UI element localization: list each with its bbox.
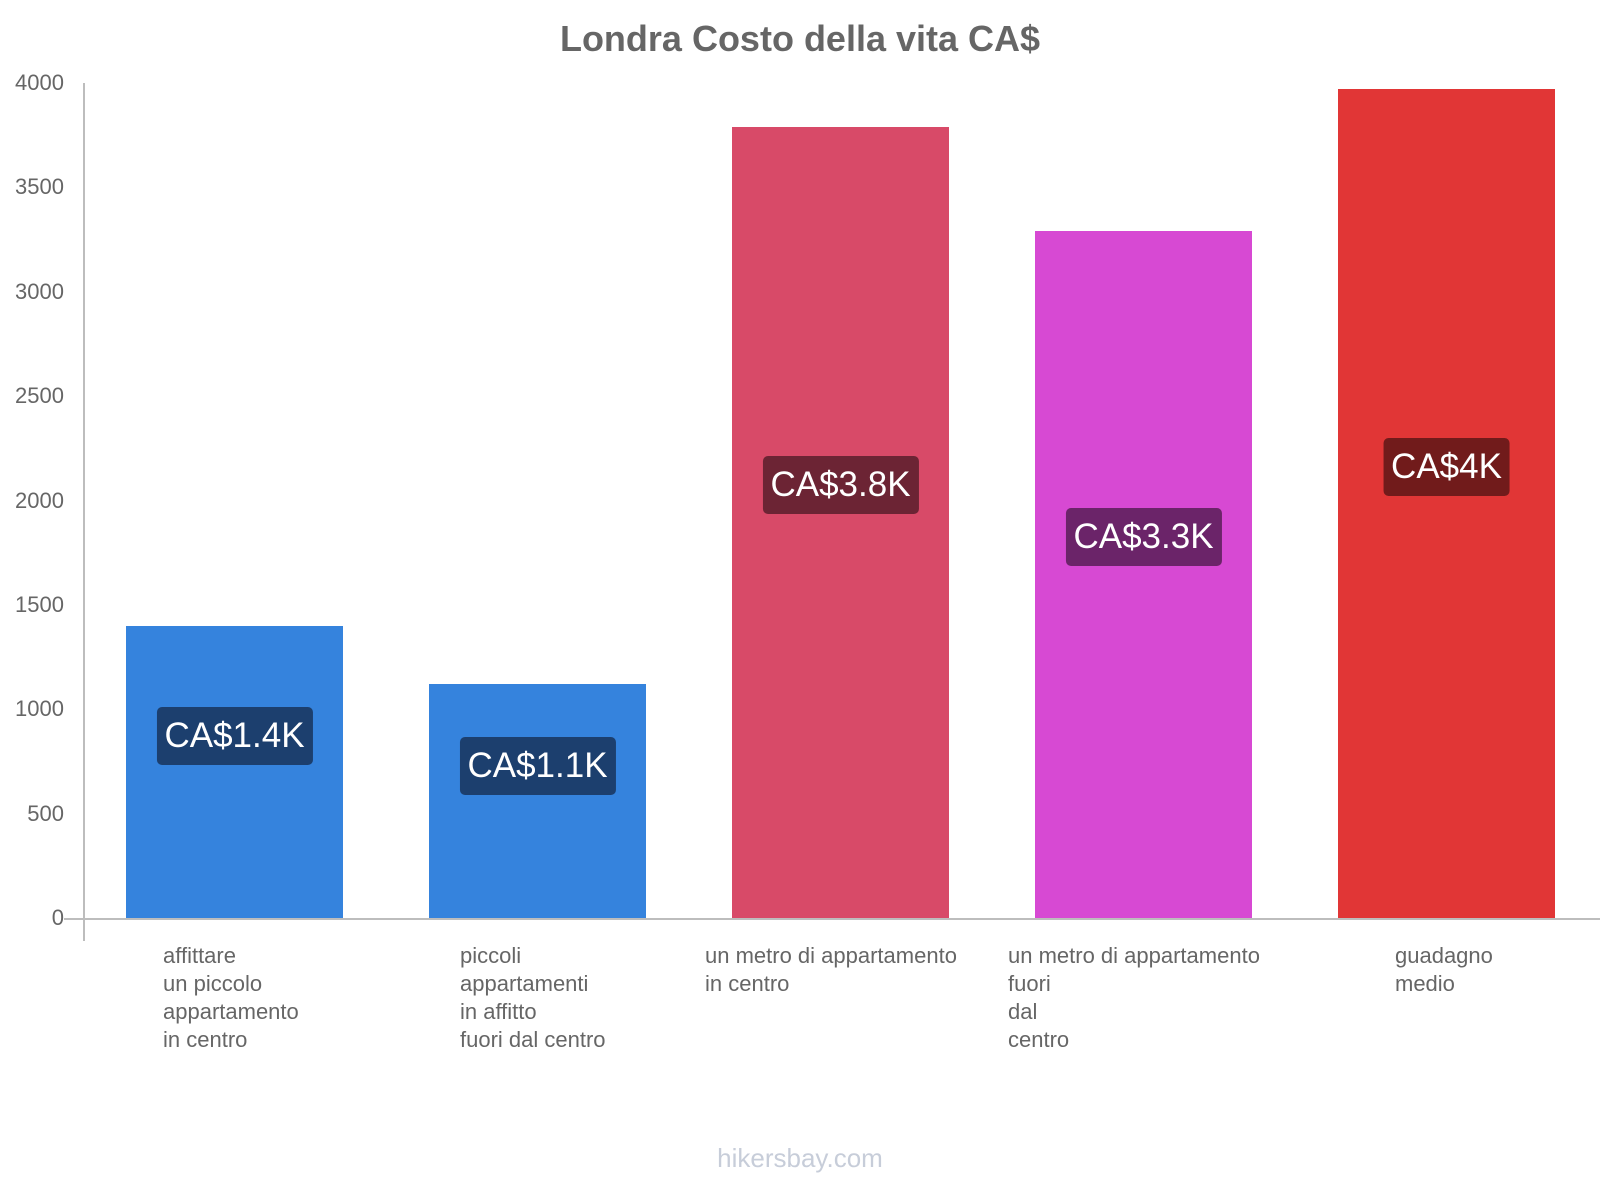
y-tick-label: 2000 [15, 487, 64, 513]
bar-sqm-apartment-outside-center[interactable]: CA$3.3K [1035, 231, 1252, 918]
bar-value-label: CA$4K [1383, 437, 1510, 496]
bar-small-apartments-outside-center[interactable]: CA$1.1K [429, 684, 646, 918]
y-axis-line [83, 83, 85, 941]
x-category-label: un metro di appartamento in centro [705, 943, 957, 996]
bar-value-label: CA$3.3K [1065, 507, 1222, 566]
bar-sqm-apartment-center[interactable]: CA$3.8K [732, 126, 949, 918]
y-tick-label: 3000 [15, 278, 64, 304]
x-category-label: piccoli appartamenti in affitto fuori da… [460, 943, 606, 1052]
y-tick-label: 1000 [15, 696, 64, 722]
bar-average-income[interactable]: CA$4K [1338, 89, 1555, 918]
bar-value-label: CA$3.8K [762, 455, 919, 514]
x-axis-line [64, 918, 1600, 920]
y-tick-label: 0 [51, 905, 64, 930]
x-category-label: affittare un piccolo appartamento in cen… [163, 943, 299, 1052]
bar-value-label: CA$1.4K [156, 707, 313, 765]
x-category-label: un metro di appartamento fuori dal centr… [1008, 943, 1260, 1052]
y-tick-label: 1500 [15, 591, 64, 617]
bar-value-label: CA$1.1K [459, 736, 616, 795]
x-category-label: guadagno medio [1395, 943, 1493, 996]
y-tick-label: 3500 [15, 174, 64, 200]
y-tick-label: 4000 [15, 70, 64, 95]
y-tick-label: 2500 [15, 383, 64, 409]
chart-title: Londra Costo della vita CA$ [559, 18, 1041, 59]
watermark-link[interactable]: hikersbay.com [717, 1143, 883, 1173]
bar-rent-small-apartment-center[interactable]: CA$1.4K [126, 625, 343, 918]
y-tick-label: 500 [27, 800, 64, 826]
